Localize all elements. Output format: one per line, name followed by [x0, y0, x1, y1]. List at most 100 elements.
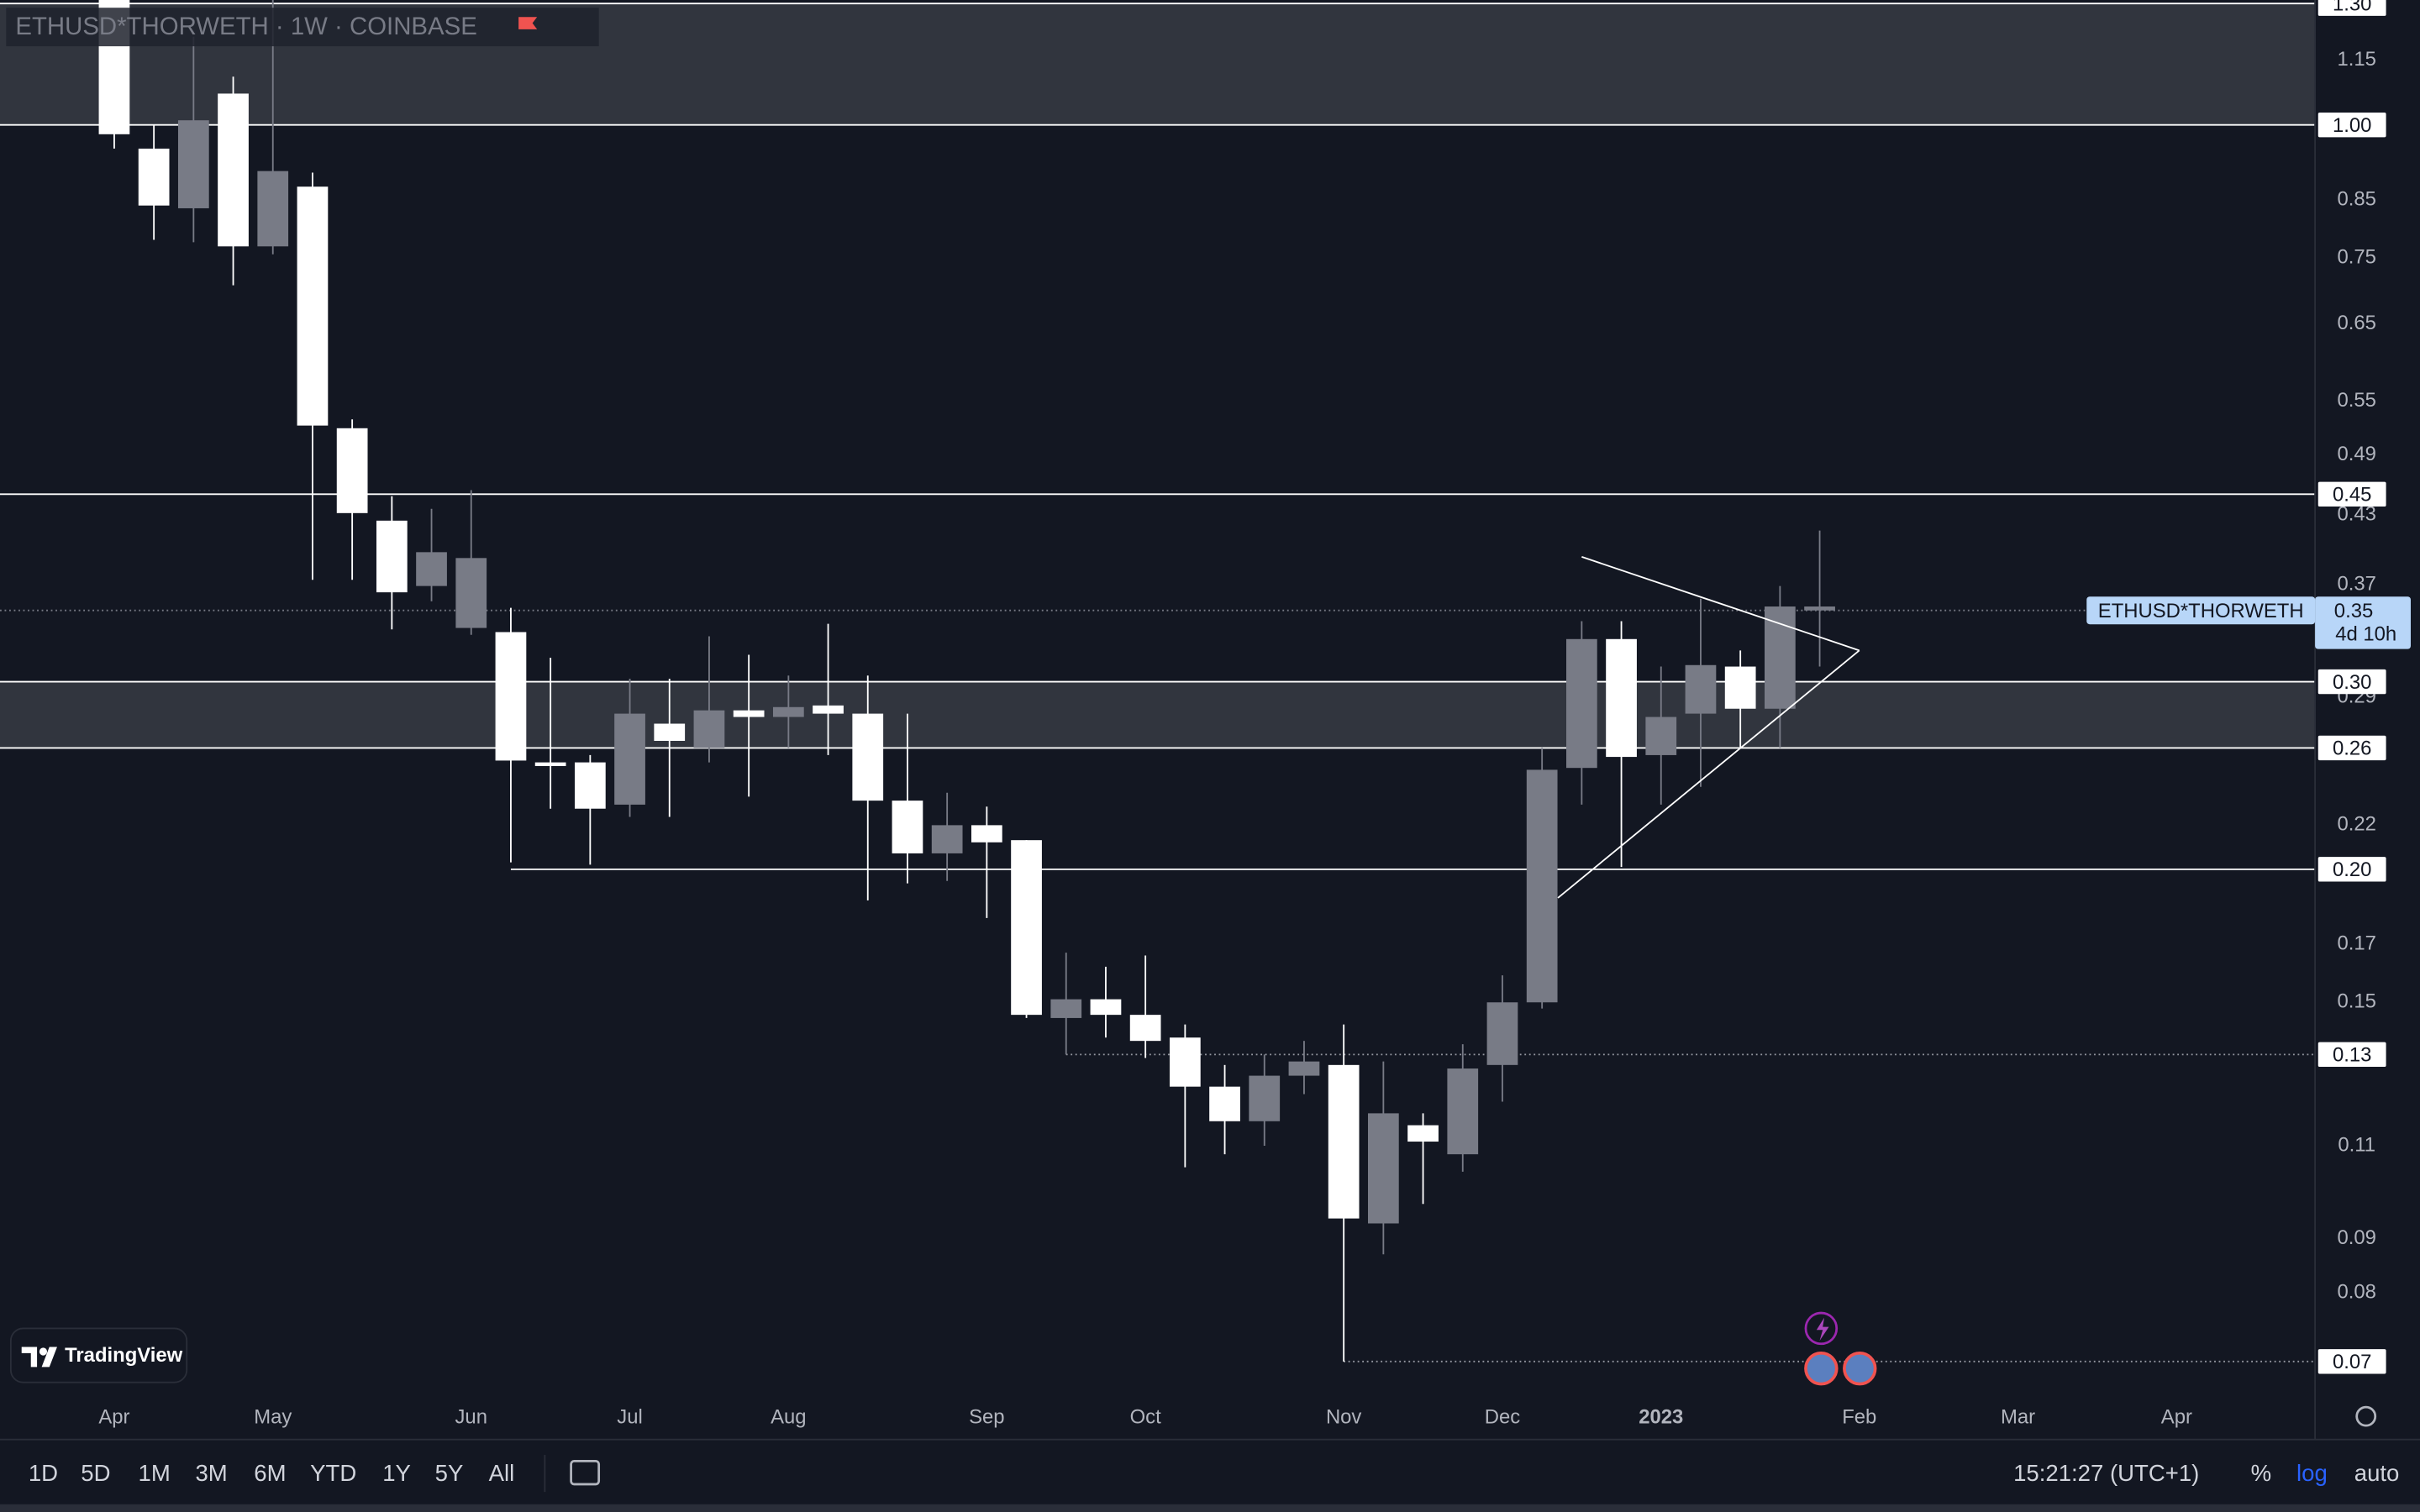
y-tick-label: 0.11 — [2338, 1133, 2375, 1156]
level-label: 0.20 — [2333, 858, 2371, 881]
candle-body — [733, 710, 765, 717]
candle-body — [1209, 1086, 1240, 1121]
candle-body — [1129, 1015, 1161, 1042]
candle-body — [772, 706, 804, 717]
range-button[interactable]: 1Y — [382, 1460, 411, 1486]
y-tick-label: 0.17 — [2337, 932, 2375, 955]
candle-body — [614, 713, 645, 805]
candle-body — [1169, 1037, 1201, 1087]
level-label-box — [2317, 0, 2386, 16]
y-tick-label: 0.65 — [2337, 312, 2375, 334]
range-button[interactable]: 1D — [29, 1460, 58, 1486]
candle-body — [1606, 638, 1637, 758]
x-tick-label: Apr — [98, 1405, 129, 1428]
x-tick-label: Oct — [1130, 1405, 1161, 1428]
candle-body — [574, 762, 606, 809]
level-label-box — [2317, 857, 2386, 882]
range-button[interactable]: 5D — [81, 1460, 110, 1486]
trendline — [1557, 649, 1860, 899]
level-label: 0.45 — [2333, 483, 2371, 506]
settings-icon[interactable] — [2355, 1405, 2377, 1427]
calendar-icon[interactable] — [570, 1460, 601, 1486]
level-label-box — [2317, 735, 2386, 761]
level-label-box — [2317, 481, 2386, 507]
x-tick-label: Dec — [1485, 1405, 1520, 1428]
countdown-label: 4d 10h — [2335, 622, 2396, 645]
logo-mark — [21, 1347, 57, 1368]
range-button[interactable]: 3M — [195, 1460, 227, 1486]
candle-body — [534, 762, 566, 766]
candle-body — [495, 632, 527, 761]
scale-button[interactable]: log — [2296, 1460, 2328, 1486]
y-tick-label: 0.22 — [2337, 813, 2375, 836]
time-axis: Apr May Jun Jul Aug Sep Oct Nov Dec 2023 Feb Mar Apr — [98, 1405, 2192, 1428]
chart-title: ETHUSD*THORWETH · 1W · COINBASE — [15, 13, 476, 40]
candle-body — [1050, 999, 1082, 1018]
scale-button[interactable]: % — [2251, 1460, 2272, 1486]
us-event-icon[interactable] — [1804, 1351, 1839, 1386]
symbol-label: ETHUSD*THORWETH — [2098, 600, 2304, 622]
range-button[interactable]: 6M — [254, 1460, 286, 1486]
level-label-box — [2317, 669, 2386, 695]
x-tick-label: Mar — [2001, 1405, 2035, 1428]
flag-icon[interactable] — [518, 17, 538, 29]
level-label-box — [2317, 1042, 2386, 1068]
candle-body — [1764, 606, 1796, 709]
candle-body — [931, 825, 963, 853]
candle-body — [1090, 999, 1122, 1016]
last-price-box — [2315, 596, 2411, 649]
range-button[interactable]: YTD — [310, 1460, 356, 1486]
us-event-icon[interactable] — [1843, 1351, 1877, 1386]
x-tick-label: Sep — [969, 1405, 1004, 1428]
price-axis: 1.150.850.750.650.550.490.430.370.290.22… — [2086, 0, 2411, 1374]
candle-body — [1367, 1113, 1399, 1224]
candle-body — [1804, 606, 1835, 611]
trendline — [1581, 556, 1860, 652]
candle-body — [852, 713, 884, 801]
x-tick-label: Nov — [1326, 1405, 1362, 1428]
range-button[interactable]: All — [489, 1460, 515, 1486]
x-tick-label: Aug — [771, 1405, 806, 1428]
level-label: 1.00 — [2333, 114, 2371, 137]
range-button[interactable]: 1M — [139, 1460, 171, 1486]
y-tick-label: 0.15 — [2337, 990, 2375, 1013]
level-label: 0.13 — [2333, 1044, 2371, 1067]
candle-body — [1288, 1061, 1320, 1076]
candle-body — [1249, 1075, 1281, 1121]
logo-text: TradingView — [65, 1344, 183, 1367]
candle-body — [1328, 1064, 1360, 1219]
candle-body — [177, 120, 209, 208]
candle-body — [1645, 717, 1677, 755]
candle-body — [1447, 1068, 1479, 1155]
scale-button[interactable]: auto — [2354, 1460, 2400, 1486]
candle-body — [892, 801, 923, 853]
candle-body — [1407, 1125, 1439, 1142]
x-tick-label: 2023 — [1639, 1405, 1683, 1428]
candle-body — [971, 825, 1002, 843]
range-button[interactable]: 5Y — [435, 1460, 464, 1486]
candle-body — [1486, 1002, 1518, 1065]
candle-body — [138, 148, 170, 206]
x-tick-label: Feb — [1842, 1405, 1876, 1428]
lightning-icon — [1816, 1317, 1829, 1341]
candle-body — [693, 710, 725, 748]
level-label: 0.07 — [2333, 1351, 2371, 1373]
y-tick-label: 0.55 — [2337, 389, 2375, 412]
y-tick-label: 0.08 — [2337, 1281, 2375, 1304]
y-tick-label: 0.09 — [2337, 1226, 2375, 1249]
candle-body — [1724, 666, 1756, 709]
logo-box[interactable] — [9, 1327, 188, 1383]
candle-body — [257, 171, 289, 247]
title-box — [6, 8, 599, 47]
level-label: 0.26 — [2333, 738, 2371, 760]
y-tick-label: 0.43 — [2337, 503, 2375, 526]
candle-body — [654, 723, 686, 741]
level-label-box — [2317, 112, 2386, 138]
level-label-box — [2317, 1349, 2386, 1374]
plot-area — [0, 0, 2316, 1362]
clock: 15:21:27 (UTC+1) — [2013, 1460, 2199, 1486]
